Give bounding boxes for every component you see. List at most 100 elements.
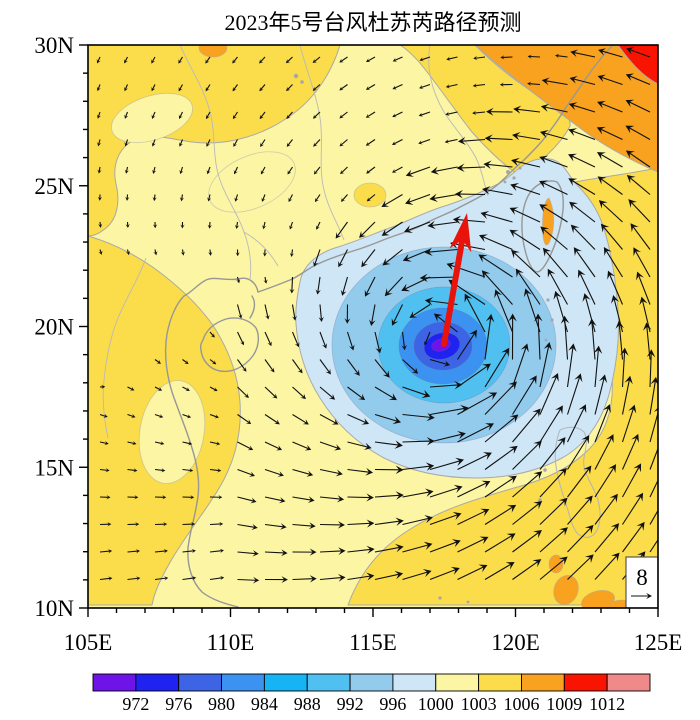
wind-arrow-head: [603, 404, 611, 414]
wind-arrow: [481, 256, 513, 278]
wind-arrow-head: [540, 226, 550, 235]
wind-arrow-head: [395, 517, 404, 526]
wind-arrow-head: [267, 341, 272, 347]
wind-arrow-head: [611, 552, 620, 562]
wind-arrow: [402, 517, 429, 526]
colorbar-tick-label: 972: [122, 694, 149, 714]
wind-arrow-head: [482, 186, 491, 195]
wind-arrow: [287, 56, 293, 63]
wind-arrow-head: [473, 55, 478, 61]
wind-arrow: [513, 252, 541, 278]
y-axis-label: 20N: [34, 315, 74, 340]
wind-arrow: [264, 386, 276, 398]
wind-arrow-head: [560, 315, 570, 324]
wind-arrow-head: [451, 539, 461, 548]
wind-arrow: [484, 384, 515, 415]
wind-arrow: [264, 304, 269, 318]
wind-arrow: [600, 128, 623, 140]
wind-arrow: [154, 249, 157, 254]
wind-arrow: [567, 408, 585, 443]
wind-arrow: [209, 577, 223, 581]
wind-arrow-head: [249, 471, 255, 477]
wind-arrow-head: [321, 342, 328, 349]
wind-arrow: [233, 56, 238, 63]
wind-arrow: [594, 467, 615, 498]
wind-arrow: [429, 487, 459, 498]
wind-arrow-head: [478, 234, 488, 243]
wind-arrow: [99, 413, 106, 417]
wind-arrow-head: [328, 393, 336, 400]
wind-arrow-head: [426, 412, 435, 422]
wind-arrow-head: [339, 142, 344, 147]
province-border: [299, 45, 345, 241]
wind-arrow-head: [365, 141, 371, 146]
wind-arrow-head: [125, 196, 130, 201]
wind-arrow-head: [472, 110, 477, 115]
wind-arrow: [262, 194, 266, 201]
wind-arrow: [209, 441, 219, 445]
wind-arrow-head: [325, 368, 331, 375]
wind-arrow: [571, 155, 596, 168]
wind-arrow: [374, 520, 400, 526]
wind-arrow-head: [98, 250, 103, 255]
wind-arrow-head: [297, 367, 303, 374]
wind-arrow: [549, 272, 568, 305]
wind-arrow-head: [206, 114, 210, 120]
wind-arrow-head: [423, 541, 433, 550]
reference-vector-value: 8: [636, 565, 648, 590]
wind-arrow-head: [469, 329, 477, 339]
wind-arrow-head: [179, 169, 184, 175]
wind-arrow-head: [366, 493, 374, 502]
wind-arrow-head: [251, 523, 258, 530]
wind-arrow-head: [233, 169, 238, 175]
colorbar-segment: [349, 673, 394, 692]
wind-arrow-head: [337, 573, 346, 582]
wind-arrow: [539, 346, 550, 388]
wind-arrow: [428, 248, 458, 253]
wind-arrow-head: [457, 430, 466, 440]
wind-arrow: [567, 498, 591, 525]
wind-arrow: [594, 408, 609, 443]
wind-arrow: [571, 180, 596, 195]
wind-arrow-head: [185, 387, 190, 391]
wind-arrow: [567, 468, 590, 498]
wind-arrow-head: [533, 440, 542, 450]
wind-arrow-head: [366, 572, 375, 581]
wind-arrow-head: [292, 315, 297, 321]
pale-patch: [138, 380, 206, 484]
wind-arrow-head: [600, 223, 610, 233]
wind-arrow-head: [366, 197, 372, 202]
wind-arrow-head: [247, 445, 254, 451]
wind-arrow: [605, 250, 623, 278]
wind-arrow-head: [540, 103, 550, 112]
wind-arrow-head: [348, 344, 355, 351]
wind-arrow: [180, 166, 184, 173]
wind-arrow: [206, 139, 211, 146]
wind-arrow-head: [134, 495, 139, 500]
wind-arrow: [484, 477, 514, 498]
wind-arrow-head: [456, 163, 465, 173]
colorbar-tick-label: 976: [165, 694, 192, 714]
wind-arrow: [409, 166, 431, 175]
wind-arrow-head: [646, 349, 656, 358]
wind-arrow: [236, 221, 239, 227]
colorbar-tick-label: 1003: [461, 694, 497, 714]
wind-arrow-head: [426, 436, 435, 446]
wind-arrow: [292, 386, 305, 398]
wind-arrow: [573, 227, 596, 250]
wind-arrow-head: [508, 381, 517, 391]
wind-arrow-head: [433, 313, 443, 322]
wind-arrow: [264, 276, 267, 282]
wind-arrow: [434, 166, 458, 172]
wind-arrow: [206, 56, 211, 63]
wind-arrow: [393, 304, 403, 323]
wind-arrow: [635, 250, 651, 278]
wind-arrow-head: [277, 471, 284, 477]
wind-arrow: [594, 378, 605, 415]
wind-arrow-head: [97, 196, 103, 201]
wind-arrow-head: [626, 174, 636, 184]
wind-arrow: [340, 56, 348, 62]
wind-arrow: [594, 497, 616, 525]
wind-arrow: [629, 49, 651, 58]
